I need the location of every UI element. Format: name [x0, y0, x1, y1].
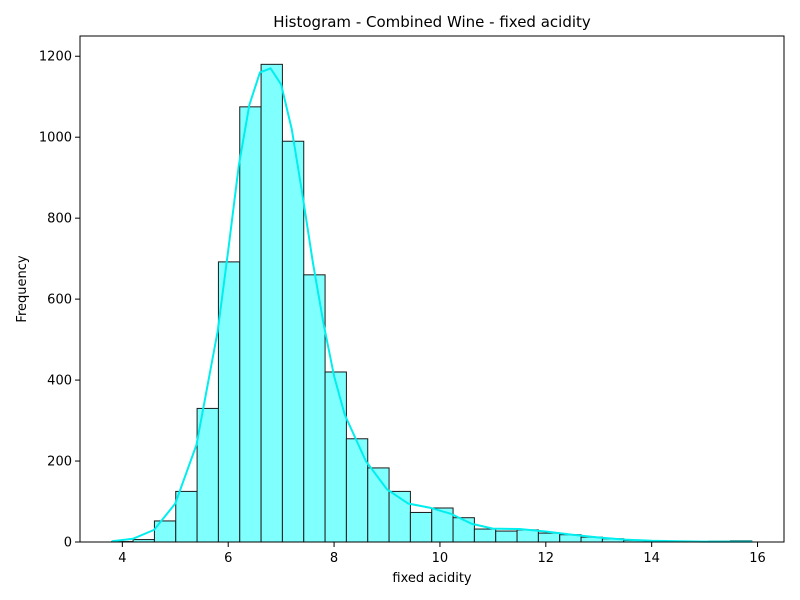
chart-title: Histogram - Combined Wine - fixed acidit…: [273, 13, 591, 31]
histogram-bar: [495, 530, 518, 543]
histogram-bar: [260, 63, 283, 543]
y-tick-label: 200: [47, 455, 72, 470]
kde-curve: [111, 67, 753, 543]
x-tick-label: 10: [432, 551, 449, 566]
histogram-bar: [175, 490, 198, 543]
x-tick-label: 8: [330, 551, 338, 566]
histogram-bar: [537, 532, 561, 543]
x-tick-label: 16: [749, 551, 766, 566]
histogram-bar: [516, 529, 539, 543]
x-tick-label: 6: [224, 551, 232, 566]
histogram-bar: [281, 140, 305, 543]
x-tick-label: 12: [538, 551, 555, 566]
y-axis-ticks: 0 200 400 600 800 1000 1200: [39, 50, 80, 551]
y-tick-label: 1200: [39, 50, 72, 65]
plot-frame: [79, 35, 785, 543]
x-tick-label: 4: [118, 551, 126, 566]
histogram-bars: [111, 63, 753, 543]
y-tick-label: 600: [47, 293, 72, 308]
histogram-bar: [409, 511, 433, 543]
histogram-bar: [452, 517, 475, 543]
x-axis-label: fixed acidity: [392, 571, 472, 586]
y-tick-label: 800: [47, 212, 72, 227]
y-tick-label: 1000: [39, 131, 72, 146]
histogram-bar: [324, 371, 347, 543]
y-axis-label: Frequency: [15, 255, 30, 322]
histogram-bar: [473, 528, 497, 543]
x-tick-label: 14: [643, 551, 660, 566]
histogram-bar: [345, 438, 369, 543]
histogram-bar: [239, 106, 262, 543]
y-tick-label: 400: [47, 374, 72, 389]
x-axis-ticks: 4 6 8 10 12 14 16: [118, 542, 766, 566]
y-tick-label: 0: [64, 536, 72, 551]
